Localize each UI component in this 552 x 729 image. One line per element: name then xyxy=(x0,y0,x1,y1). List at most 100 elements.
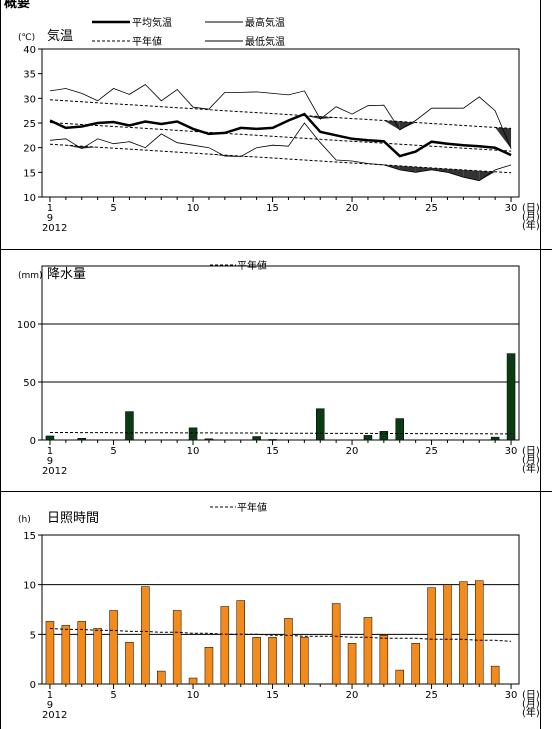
x-tick-label: 5 xyxy=(110,446,116,457)
y-tick-label: 15 xyxy=(23,168,36,179)
plot-frame xyxy=(41,534,520,685)
series-normal-line xyxy=(49,143,512,174)
max-below-normal-shade xyxy=(495,127,512,149)
bar xyxy=(268,439,277,441)
bar xyxy=(204,646,214,685)
min-below-normal-shade xyxy=(240,156,257,158)
x-tick-label: 10 xyxy=(187,446,200,457)
bar xyxy=(443,584,452,685)
y-tick-label: 10 xyxy=(23,193,36,204)
bar xyxy=(300,637,309,685)
y-tick-label: 15 xyxy=(23,531,36,542)
x-axis-unit: (月) xyxy=(522,698,540,710)
bar xyxy=(188,677,198,685)
x-tick-label: 20 xyxy=(346,446,359,457)
bar xyxy=(77,621,86,685)
legend-label: 平年値 xyxy=(132,35,162,48)
y-tick-label: 10 xyxy=(23,581,36,592)
bar xyxy=(188,427,198,441)
legend-label: 平均気温 xyxy=(132,16,172,29)
x-tick-label: 5 xyxy=(110,690,116,701)
x-tick-label: 25 xyxy=(425,203,438,214)
bar xyxy=(427,587,436,685)
normal-line xyxy=(50,432,512,435)
bar xyxy=(268,637,277,685)
x-axis-unit: (年) xyxy=(522,462,540,475)
x-tick-label: 20 xyxy=(346,690,359,701)
bar xyxy=(284,618,293,685)
month-label: 9 xyxy=(47,700,53,711)
month-label: 9 xyxy=(47,213,53,224)
bar xyxy=(45,435,55,441)
unit-label: (mm) xyxy=(18,271,43,281)
bar xyxy=(220,606,230,685)
bar xyxy=(204,438,214,441)
year-label: 2012 xyxy=(42,710,67,721)
y-tick-label: 20 xyxy=(23,144,36,155)
min-below-normal-shade xyxy=(208,154,225,157)
bar xyxy=(61,625,71,685)
series-normal-line xyxy=(49,122,512,152)
x-axis-unit: (日) xyxy=(522,446,540,457)
x-tick-label: 1 xyxy=(47,690,53,701)
chart-title: 気温 xyxy=(47,28,73,44)
legend-label: 平年値 xyxy=(237,501,267,514)
year-label: 2012 xyxy=(42,223,67,234)
bar xyxy=(490,665,500,685)
bar xyxy=(475,580,484,685)
y-tick-label: 25 xyxy=(23,119,36,130)
bar xyxy=(125,411,134,441)
bar xyxy=(236,600,245,685)
chart-title: 日照時間 xyxy=(47,511,99,526)
x-tick-label: 10 xyxy=(187,690,200,701)
y-tick-label: 50 xyxy=(23,378,36,389)
x-tick-label: 5 xyxy=(110,203,116,214)
x-tick-label: 15 xyxy=(266,690,279,701)
bar xyxy=(506,353,516,441)
bar xyxy=(45,621,55,685)
x-tick-label: 25 xyxy=(425,690,438,701)
x-axis-unit: (年) xyxy=(522,706,540,719)
x-tick-label: 15 xyxy=(266,446,279,457)
bar xyxy=(379,635,389,685)
x-axis-unit: (日) xyxy=(522,203,540,214)
header-label: 概要 xyxy=(4,0,31,11)
bar xyxy=(331,603,341,685)
unit-label: (h) xyxy=(18,515,31,525)
month-label: 9 xyxy=(47,456,53,467)
bar xyxy=(316,408,325,441)
year-label: 2012 xyxy=(42,466,67,477)
plot-frame xyxy=(41,265,520,441)
bar xyxy=(395,669,404,685)
bar xyxy=(363,617,373,685)
x-tick-label: 30 xyxy=(505,203,518,214)
bar xyxy=(347,643,357,685)
legend-label: 最低気温 xyxy=(245,35,285,48)
min-below-normal-shade xyxy=(431,167,448,173)
legend-label: 最高気温 xyxy=(245,16,285,29)
bar xyxy=(379,431,389,441)
bar xyxy=(363,435,373,441)
unit-label: (℃) xyxy=(18,33,35,43)
y-tick-label: 0 xyxy=(30,436,36,447)
x-axis-unit: (月) xyxy=(522,454,540,466)
x-tick-label: 30 xyxy=(505,446,518,457)
x-axis-unit: (年) xyxy=(522,219,540,232)
x-tick-label: 15 xyxy=(266,203,279,214)
series-normal-line xyxy=(49,99,512,129)
bar xyxy=(77,438,86,441)
series-mean-temp-line xyxy=(49,112,512,158)
min-below-normal-shade xyxy=(415,166,432,173)
y-tick-label: 0 xyxy=(30,680,36,691)
x-tick-label: 1 xyxy=(47,446,53,457)
bar xyxy=(93,628,102,685)
normal-line xyxy=(49,627,512,642)
bar xyxy=(109,610,118,685)
x-axis-unit: (月) xyxy=(522,211,540,223)
x-tick-label: 25 xyxy=(425,446,438,457)
max-below-normal-shade xyxy=(383,120,400,130)
